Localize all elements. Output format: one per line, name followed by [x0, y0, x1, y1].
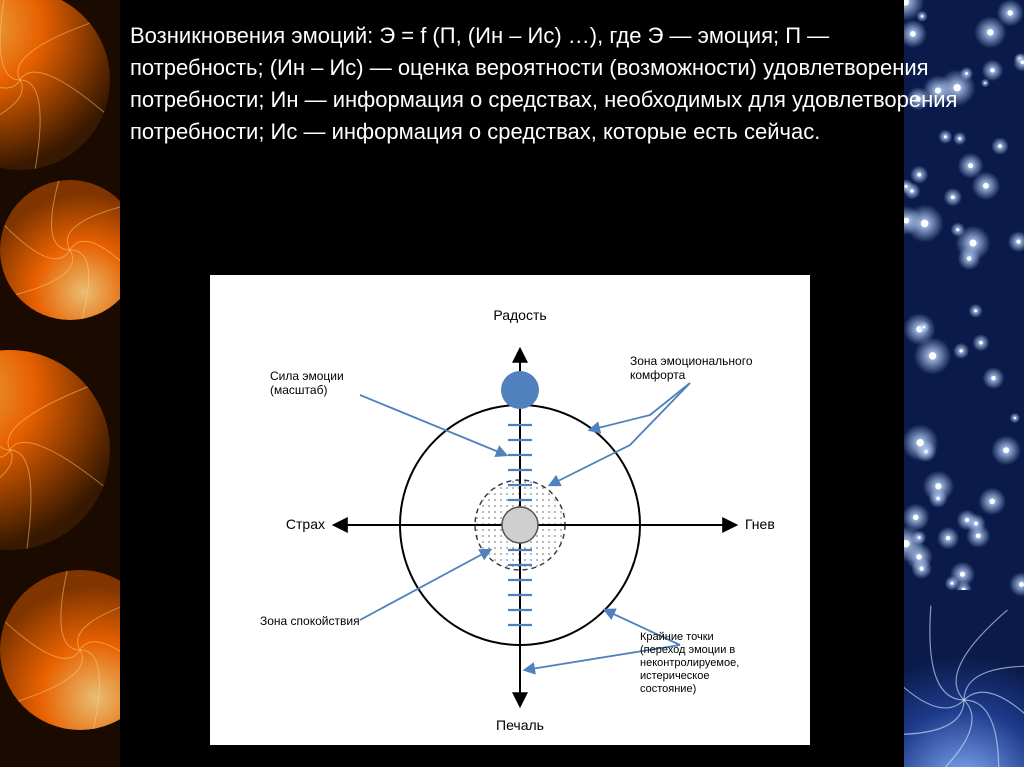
emotion-diagram: Радость Печаль Страх Гнев Сила эмоции(масшта… — [210, 275, 810, 745]
callout-extreme: Крайние точки(переход эмоции внеконтроли… — [640, 631, 739, 695]
axis-label-bottom: Печаль — [496, 717, 544, 733]
callout-comfort: Зона эмоциональногокомфорта — [630, 354, 753, 382]
axis-label-top: Радость — [493, 307, 546, 323]
emotion-marker — [501, 371, 539, 409]
axis-label-left: Страх — [286, 516, 325, 532]
axis-label-right: Гнев — [745, 516, 775, 532]
fractal-left — [0, 0, 120, 767]
callout-calm: Зона спокойствия — [260, 614, 360, 628]
callout-scale: Сила эмоции(масштаб) — [270, 369, 344, 397]
main-paragraph: Возникновения эмоций: Э = f (П, (Ин – Ис… — [130, 20, 964, 148]
